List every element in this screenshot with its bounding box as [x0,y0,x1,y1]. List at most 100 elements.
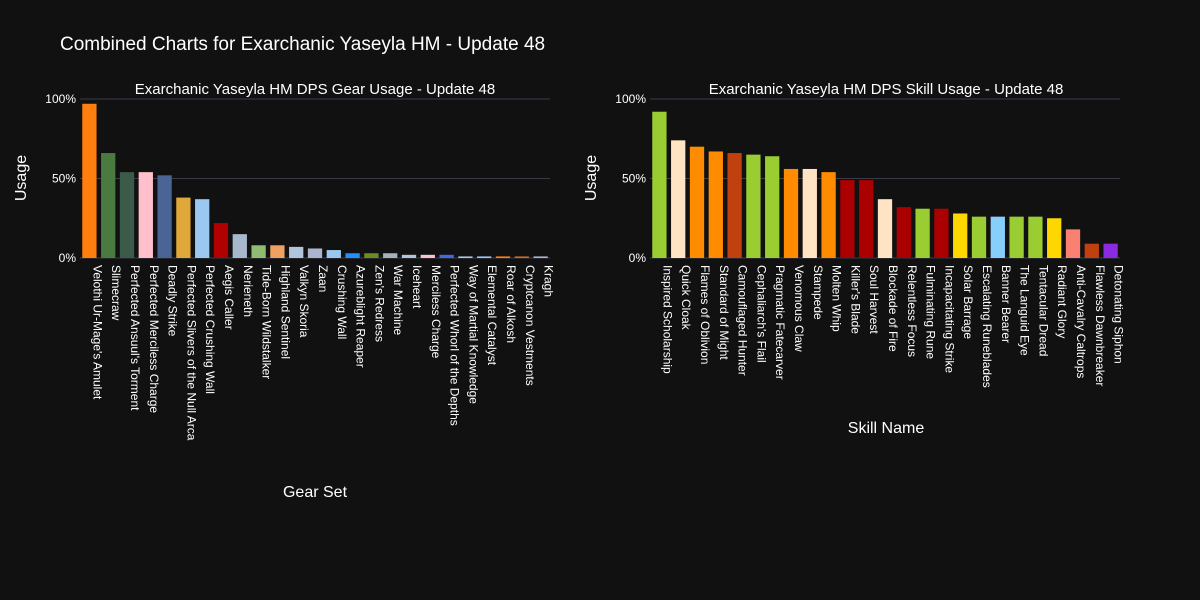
skill-bar [971,216,987,258]
gear-y-tick-label: 0% [59,251,77,265]
gear-y-axis-title: Usage [13,155,30,201]
gear-bar [383,253,398,258]
skill-bar [1028,216,1043,258]
gear-category-label: Kragh [542,265,556,297]
skill-category-label: Stampede [811,265,825,320]
gear-bar [251,245,266,258]
gear-bar [289,246,304,258]
skill-plot-area: 0% 50% 100% Inspired Scholarship Quick Cloak… [615,92,1125,388]
main-title: Combined Charts for Exarchanic Yaseyla H… [60,34,545,55]
skill-category-label: Incapacitating Strike [942,265,956,373]
skill-category-label: Camouflaged Hunter [736,265,750,376]
gear-bar [232,234,247,258]
skill-category-label: Solar Barrage [961,265,975,339]
skill-bar [765,156,780,258]
gear-bar [326,250,341,258]
skill-bar [1084,243,1099,258]
skill-bar [746,154,761,258]
skill-bar [783,168,799,258]
skill-category-label: Flames of Oblivion [698,265,712,364]
skill-bar [689,146,705,258]
gear-category-label: Zaan [316,265,330,292]
gear-category-label: Perfected Crushing Wall [203,265,217,394]
gear-y-tick-label: 100% [45,92,76,106]
gear-category-label: Deadly Strike [166,265,180,337]
gear-category-label: Way of Martial Knowledge [466,265,480,404]
skill-category-label: The Languid Eye [1018,265,1032,356]
skill-chart-title: Exarchanic Yaseyla HM DPS Skill Usage - … [709,81,1064,98]
skill-category-label: Flawless Dawnbreaker [1093,265,1107,386]
gear-y-tick-label: 50% [52,172,76,186]
skill-bar [915,208,930,258]
skill-category-label: Relentless Focus [905,265,919,357]
gear-category-label: War Machine [391,265,405,336]
skill-bar [1047,218,1062,258]
gear-bar [270,245,285,258]
gear-category-label: Crushing Wall [335,265,349,339]
skill-category-label: Standard of Might [717,265,731,360]
skill-category-label: Venomous Claw [792,265,806,352]
skill-bar [990,216,1005,258]
skill-bar [821,172,836,258]
gear-category-label: Tide-Born Wildstalker [260,265,274,379]
skill-bar [671,140,686,258]
skill-bar [840,180,855,258]
gear-bar [420,254,435,258]
gear-category-label: Nerieneth [241,265,255,317]
gear-category-label: Perfected Ansuul's Torment [128,265,142,411]
skill-category-label: Cephaliarch's Flail [754,265,768,363]
gear-category-label: Perfected Slivers of the Null Arca [184,265,198,441]
gear-bar [401,254,417,258]
gear-bar [495,256,511,258]
skill-usage-chart: Exarchanic Yaseyla HM DPS Skill Usage - … [583,81,1126,437]
skill-category-label: Escalating Runeblades [980,265,994,388]
skill-bar [708,151,723,258]
gear-category-label: Slimecraw [109,265,123,321]
gear-bar [364,253,379,258]
skill-bar [953,213,968,258]
skill-category-label: Molten Whip [830,265,844,332]
skill-bar [934,208,949,258]
gear-category-label: Valkyn Skoria [297,265,311,338]
gear-category-label: Highland Sentinel [278,265,292,359]
gear-bar [82,103,97,259]
skill-category-label: Banner Bearer [999,265,1013,343]
skill-bar [896,207,911,258]
gear-category-label: Aegis Caller [222,265,236,330]
skill-category-label: Inspired Scholarship [660,265,674,374]
gear-x-axis-title: Gear Set [283,484,348,501]
gear-bar [101,153,116,258]
gear-chart-title: Exarchanic Yaseyla HM DPS Gear Usage - U… [135,81,495,98]
gear-plot-area: 0% 50% 100% Velothi Ur-Mage's Amulet Slimecr… [45,92,555,441]
skill-bar [727,153,742,258]
skill-category-label: Anti-Cavalry Caltrops [1074,265,1088,378]
skill-category-label: Pragmatic Fatecarver [773,265,787,380]
gear-category-label: Zen's Redress [372,265,386,342]
skill-bar [1009,216,1024,258]
gear-category-label: Merciless Charge [429,265,443,359]
skill-y-tick-label: 0% [629,251,647,265]
gear-category-label: Azureblight Reaper [354,265,368,368]
gear-bar [195,199,210,258]
skill-bar [859,180,874,258]
skill-category-label: Killer's Blade [848,265,862,334]
gear-bar [514,256,529,258]
gear-bar [458,256,473,258]
skill-x-axis-title: Skill Name [848,420,925,437]
gear-category-label: Roar of Alkosh [504,265,518,343]
gear-bar [119,172,135,258]
gear-bar [533,256,548,258]
skill-bar [1065,229,1081,258]
gear-bar [157,175,172,258]
gear-bar [138,172,153,258]
skill-category-label: Fulminating Rune [924,265,938,359]
skill-y-tick-label: 100% [615,92,646,106]
skill-category-label: Tentacular Dread [1036,265,1050,356]
gear-bar [477,256,492,258]
skill-y-tick-label: 50% [622,172,646,186]
gear-category-label: Perfected Merciless Charge [147,265,161,413]
skill-category-label: Soul Harvest [867,265,881,334]
gear-category-label: Iceheart [410,265,424,309]
skill-category-label: Quick Cloak [679,265,693,331]
